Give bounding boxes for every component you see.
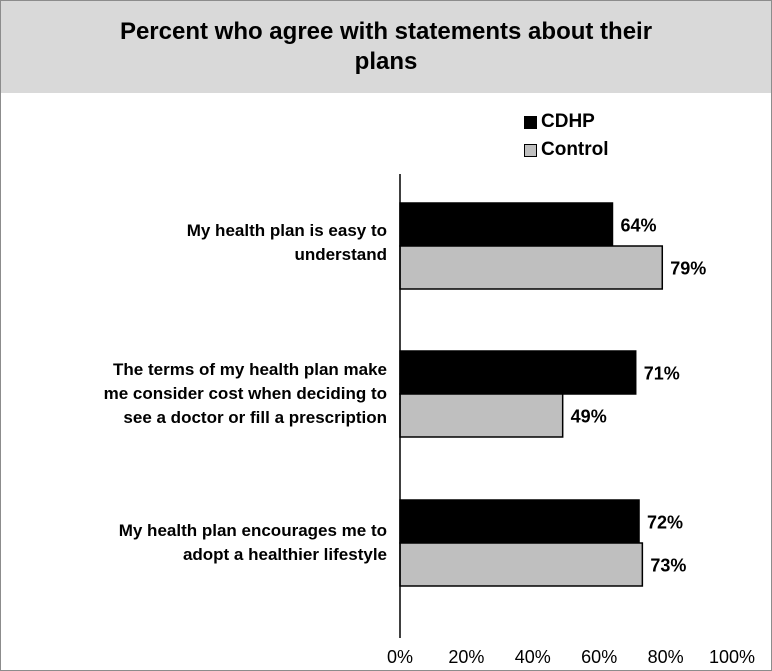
category-label-line: understand [294,245,387,264]
category-label-line: My health plan is easy to [186,221,387,240]
category-label-healthier-lifestyle: My health plan encourages me to adopt a … [0,519,387,567]
legend-label-control: Control [541,139,609,160]
category-label-line: me consider cost when deciding to [103,384,387,403]
bar-cdhp-2 [399,499,640,544]
x-tick-label: 0% [387,647,413,667]
x-tick-label: 40% [515,647,551,667]
data-label-cdhp-2: 72% [647,513,683,533]
x-tick-label: 80% [648,647,684,667]
category-label-line: My health plan encourages me to [118,521,387,540]
category-label-line: see a doctor or fill a prescription [123,408,387,427]
bar-control-0 [399,245,664,290]
chart-title: Percent who agree with statements about … [119,18,653,75]
data-label-cdhp-1: 71% [644,364,680,384]
category-label-easy-to-understand: My health plan is easy to understand [0,219,387,267]
data-label-control-2: 73% [650,556,686,576]
bar-cdhp-1 [399,350,637,395]
bar-control-1 [399,393,564,438]
legend-swatch-cdhp [524,115,537,129]
data-label-control-0: 79% [670,259,706,279]
legend-item-cdhp: CDHP [524,108,609,136]
bar-control-2 [399,542,644,587]
bar-cdhp-0 [399,202,614,247]
title-band: Percent who agree with statements about … [1,1,771,93]
legend: CDHP Control [524,108,609,164]
legend-label-cdhp: CDHP [541,111,595,132]
category-label-line: adopt a healthier lifestyle [182,545,387,564]
category-label-line: The terms of my health plan make [113,360,387,379]
category-label-consider-cost: The terms of my health plan make me cons… [0,358,387,430]
x-tick-label: 100% [709,647,755,667]
x-tick-label: 20% [448,647,484,667]
legend-item-control: Control [524,136,609,164]
data-label-cdhp-0: 64% [620,216,656,236]
legend-swatch-control [524,143,537,157]
x-tick-label: 60% [581,647,617,667]
data-label-control-1: 49% [571,407,607,427]
